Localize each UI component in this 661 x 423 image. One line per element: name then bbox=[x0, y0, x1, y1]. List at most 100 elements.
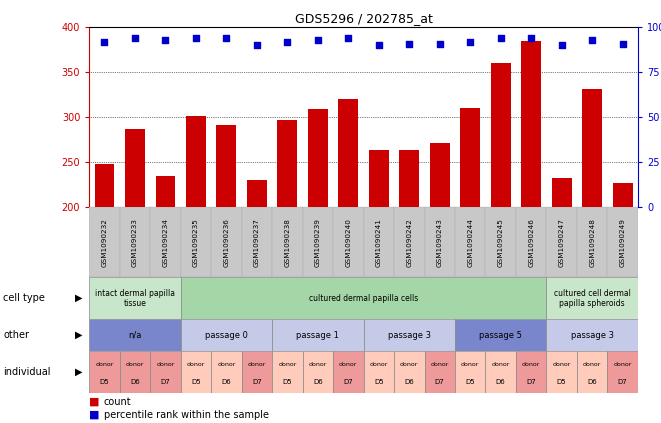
Bar bbox=[547, 319, 638, 351]
Bar bbox=[89, 319, 180, 351]
Bar bbox=[460, 108, 480, 207]
Text: other: other bbox=[3, 330, 29, 340]
Bar bbox=[211, 207, 242, 277]
Bar bbox=[278, 120, 297, 207]
Text: donor: donor bbox=[583, 362, 602, 367]
Text: n/a: n/a bbox=[128, 331, 141, 340]
Bar bbox=[547, 277, 638, 319]
Text: donor: donor bbox=[309, 362, 327, 367]
Bar bbox=[150, 207, 180, 277]
Text: donor: donor bbox=[613, 362, 632, 367]
Bar bbox=[303, 351, 333, 393]
Point bbox=[160, 37, 171, 44]
Point bbox=[252, 42, 262, 49]
Text: cultured dermal papilla cells: cultured dermal papilla cells bbox=[309, 294, 418, 303]
Point bbox=[404, 40, 414, 47]
Point bbox=[465, 38, 475, 45]
Bar bbox=[272, 207, 303, 277]
Bar bbox=[180, 207, 211, 277]
Bar bbox=[547, 351, 577, 393]
Bar bbox=[516, 351, 547, 393]
Text: donor: donor bbox=[248, 362, 266, 367]
Bar bbox=[186, 116, 206, 207]
Point bbox=[313, 37, 323, 44]
Bar bbox=[217, 125, 236, 207]
Text: GSM1090233: GSM1090233 bbox=[132, 218, 138, 266]
Bar bbox=[424, 351, 455, 393]
Text: D5: D5 bbox=[374, 379, 383, 385]
Bar bbox=[125, 129, 145, 207]
Text: D5: D5 bbox=[191, 379, 201, 385]
Bar bbox=[247, 180, 267, 207]
Point bbox=[617, 40, 628, 47]
Text: donor: donor bbox=[400, 362, 418, 367]
Text: GSM1090244: GSM1090244 bbox=[467, 218, 473, 266]
Bar bbox=[89, 207, 120, 277]
Point bbox=[221, 35, 231, 42]
Bar bbox=[485, 351, 516, 393]
Text: GSM1090245: GSM1090245 bbox=[498, 218, 504, 266]
Text: D6: D6 bbox=[313, 379, 323, 385]
Text: donor: donor bbox=[156, 362, 175, 367]
Bar bbox=[180, 277, 547, 319]
Text: D5: D5 bbox=[557, 379, 566, 385]
Bar bbox=[180, 351, 211, 393]
Bar bbox=[516, 207, 547, 277]
Point bbox=[99, 38, 110, 45]
Text: D5: D5 bbox=[100, 379, 109, 385]
Text: ■: ■ bbox=[89, 397, 100, 407]
Bar bbox=[394, 207, 424, 277]
Text: GSM1090232: GSM1090232 bbox=[102, 218, 108, 266]
Bar bbox=[394, 351, 424, 393]
Text: D7: D7 bbox=[526, 379, 536, 385]
Text: donor: donor bbox=[492, 362, 510, 367]
Point bbox=[434, 40, 445, 47]
Point bbox=[526, 35, 537, 42]
Bar bbox=[547, 207, 577, 277]
Bar bbox=[303, 207, 333, 277]
Text: GSM1090235: GSM1090235 bbox=[193, 218, 199, 266]
Bar bbox=[522, 41, 541, 207]
Bar bbox=[552, 178, 572, 207]
Bar bbox=[180, 319, 272, 351]
Bar bbox=[333, 351, 364, 393]
Text: donor: donor bbox=[369, 362, 388, 367]
Bar bbox=[399, 150, 419, 207]
Point bbox=[496, 35, 506, 42]
Text: donor: donor bbox=[430, 362, 449, 367]
Bar bbox=[364, 319, 455, 351]
Bar bbox=[95, 164, 114, 207]
Bar bbox=[211, 351, 242, 393]
Text: GSM1090234: GSM1090234 bbox=[163, 218, 169, 266]
Bar bbox=[242, 207, 272, 277]
Point bbox=[190, 35, 201, 42]
Bar bbox=[607, 207, 638, 277]
Text: D7: D7 bbox=[618, 379, 627, 385]
Text: donor: donor bbox=[278, 362, 297, 367]
Text: GSM1090249: GSM1090249 bbox=[619, 218, 625, 266]
Text: D6: D6 bbox=[130, 379, 140, 385]
Text: D7: D7 bbox=[161, 379, 171, 385]
Text: D7: D7 bbox=[344, 379, 353, 385]
Text: GSM1090248: GSM1090248 bbox=[589, 218, 595, 266]
Text: donor: donor bbox=[186, 362, 205, 367]
Bar bbox=[155, 176, 175, 207]
Text: D5: D5 bbox=[465, 379, 475, 385]
Text: GSM1090246: GSM1090246 bbox=[528, 218, 534, 266]
Text: passage 3: passage 3 bbox=[388, 331, 431, 340]
Bar bbox=[120, 351, 150, 393]
Text: D6: D6 bbox=[587, 379, 597, 385]
Title: GDS5296 / 202785_at: GDS5296 / 202785_at bbox=[295, 12, 432, 25]
Point bbox=[373, 42, 384, 49]
Bar bbox=[89, 351, 120, 393]
Point bbox=[587, 37, 598, 44]
Bar bbox=[364, 351, 394, 393]
Bar bbox=[369, 150, 389, 207]
Bar bbox=[364, 207, 394, 277]
Text: donor: donor bbox=[553, 362, 571, 367]
Text: passage 1: passage 1 bbox=[296, 331, 339, 340]
Bar bbox=[272, 319, 364, 351]
Text: percentile rank within the sample: percentile rank within the sample bbox=[104, 410, 269, 420]
Point bbox=[557, 42, 567, 49]
Bar bbox=[455, 351, 485, 393]
